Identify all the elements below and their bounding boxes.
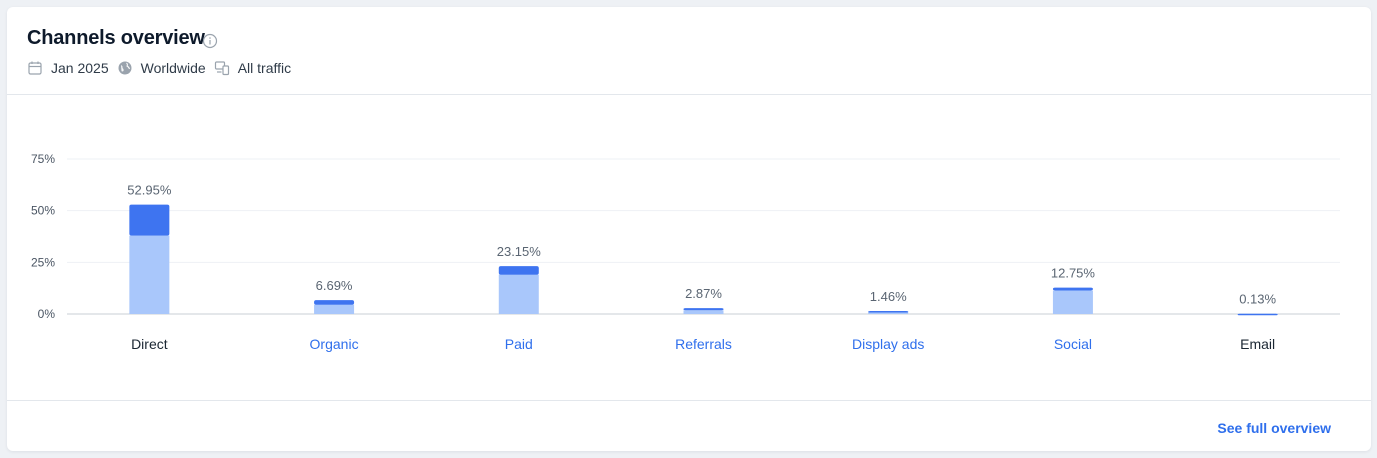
channels-bar-chart: 0% 25% 50% 75% 52.95% Direct 6.69% Organic 23.15… <box>7 95 1371 400</box>
bar-segment-top <box>1237 313 1278 316</box>
bar-value-label: 6.69% <box>316 278 353 293</box>
y-tick-label: 0% <box>38 307 56 321</box>
bar-segment-bottom <box>314 304 355 314</box>
calendar-icon <box>27 60 43 76</box>
region-filter: Worldwide <box>117 60 206 76</box>
card-header: Channels overview Jan 2025 <box>7 7 1371 95</box>
traffic-label: All traffic <box>237 60 292 76</box>
bar-segment-top <box>314 300 355 305</box>
bar-value-label: 52.95% <box>127 183 172 198</box>
devices-icon <box>214 60 230 76</box>
card-title: Channels overview <box>27 27 205 49</box>
y-tick-label: 75% <box>31 152 55 166</box>
bar-segment-bottom <box>1052 290 1093 314</box>
bar-value-label: 0.13% <box>1239 292 1276 307</box>
category-label[interactable]: Display ads <box>852 336 924 352</box>
bar-segment-bottom <box>868 312 909 314</box>
card-footer: See full overview <box>7 400 1371 452</box>
category-label[interactable]: Social <box>1054 336 1092 352</box>
date-label: Jan 2025 <box>51 60 109 76</box>
region-label: Worldwide <box>140 60 206 76</box>
category-label[interactable]: Referrals <box>675 336 732 352</box>
y-tick-label: 25% <box>31 255 55 269</box>
bar-segment-bottom <box>498 274 539 314</box>
category-label[interactable]: Paid <box>505 336 533 352</box>
globe-icon <box>117 60 133 76</box>
bar-segment-top <box>1052 287 1093 291</box>
traffic-filter: All traffic <box>214 60 291 76</box>
info-icon[interactable] <box>202 33 218 49</box>
bar-value-label: 1.46% <box>870 289 907 304</box>
bar-segment-bottom <box>683 310 724 314</box>
category-label: Email <box>1240 336 1275 352</box>
bar-segment-top <box>129 204 170 236</box>
bar-segment-top <box>868 310 909 313</box>
bar-value-label: 12.75% <box>1051 266 1096 281</box>
bar-segment-top <box>683 308 724 311</box>
category-label: Direct <box>131 336 168 352</box>
channels-overview-card: Channels overview Jan 2025 <box>7 7 1371 451</box>
chart-svg: 0% 25% 50% 75% 52.95% Direct 6.69% Organic 23.15… <box>31 152 1340 352</box>
bar-segment-top <box>498 266 539 275</box>
see-full-overview-link[interactable]: See full overview <box>1217 420 1331 436</box>
bar-value-label: 2.87% <box>685 286 722 301</box>
y-tick-label: 50% <box>31 204 55 218</box>
filter-meta: Jan 2025 Worldwide <box>27 58 299 78</box>
category-label[interactable]: Organic <box>310 336 359 352</box>
bar-value-label: 23.15% <box>497 244 542 259</box>
date-filter: Jan 2025 <box>27 60 109 76</box>
bar-segment-bottom <box>129 235 170 314</box>
